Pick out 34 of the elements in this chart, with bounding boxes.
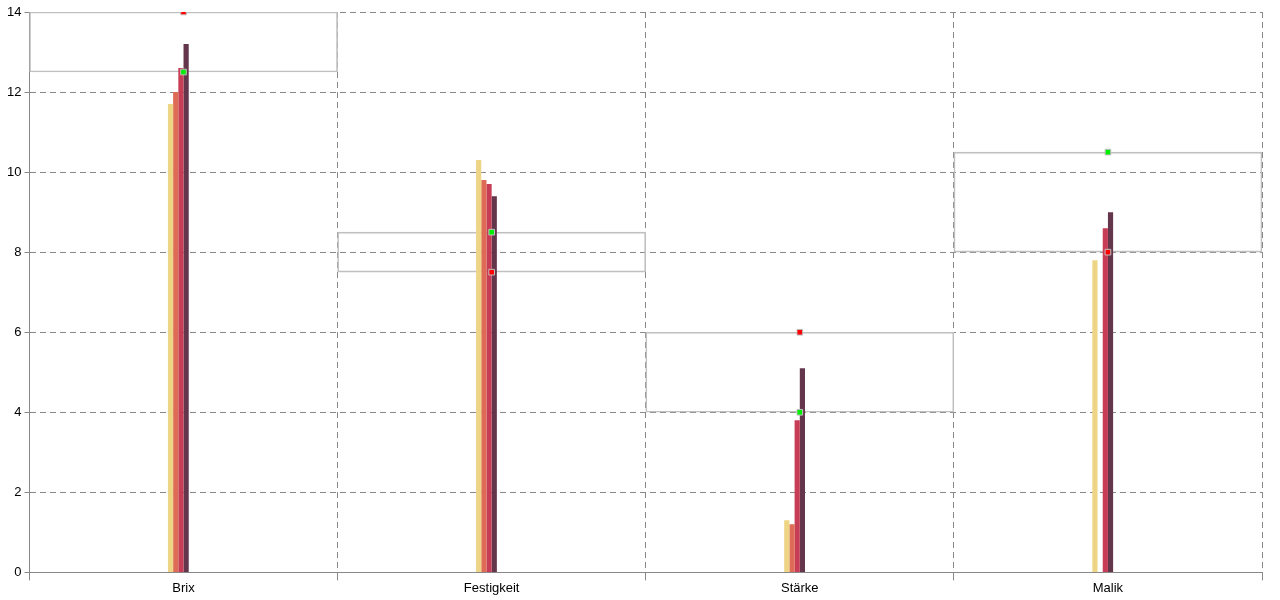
bar: [794, 420, 800, 572]
bar: [789, 524, 795, 572]
bar: [784, 520, 790, 572]
point: [180, 68, 187, 76]
point: [1104, 248, 1112, 256]
bar: [486, 184, 492, 572]
y-tick-label: 8: [14, 243, 22, 259]
y-tick-label: 2: [14, 483, 22, 499]
bar: [173, 92, 179, 572]
y-tick-label: 6: [14, 323, 22, 339]
x-tick-label: Malik: [1092, 579, 1124, 595]
y-tick-label: 12: [6, 83, 22, 99]
x-tick-label: Festigkeit: [463, 579, 520, 595]
x-tick-label: Stärke: [781, 579, 819, 595]
point: [796, 408, 804, 416]
y-tick-label: 10: [6, 163, 22, 179]
x-tick-label: Brix: [172, 579, 196, 595]
bar: [183, 44, 189, 572]
point: [488, 228, 495, 236]
y-tick-label: 4: [14, 403, 22, 419]
bar: [1102, 228, 1108, 572]
bar: [799, 368, 805, 572]
y-tick-label: 14: [6, 3, 22, 19]
point: [1104, 148, 1112, 156]
bar: [167, 104, 174, 572]
point: [488, 268, 495, 276]
bar: [1092, 260, 1098, 572]
bar: [1107, 212, 1114, 572]
y-tick-label: 0: [14, 563, 22, 579]
point: [796, 328, 804, 336]
bar: [476, 160, 482, 572]
bar: [178, 68, 184, 572]
bar: [491, 196, 497, 572]
bar: [481, 180, 487, 572]
